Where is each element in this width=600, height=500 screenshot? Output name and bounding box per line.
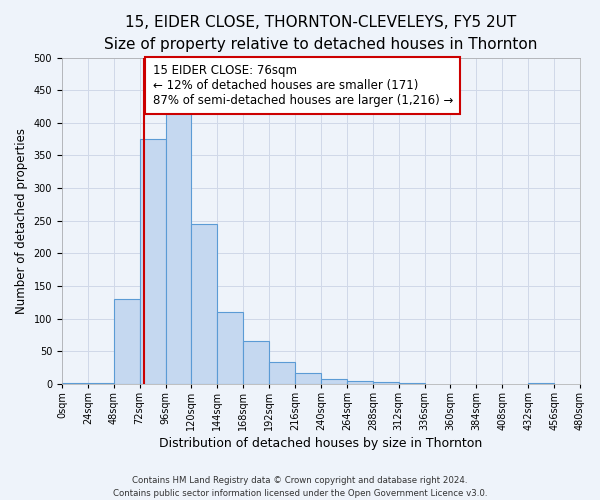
Text: 15 EIDER CLOSE: 76sqm
← 12% of detached houses are smaller (171)
87% of semi-det: 15 EIDER CLOSE: 76sqm ← 12% of detached … xyxy=(152,64,453,107)
Bar xyxy=(191,224,217,384)
Bar xyxy=(295,373,321,384)
Bar xyxy=(528,383,554,384)
Bar xyxy=(166,113,191,384)
Text: Contains HM Land Registry data © Crown copyright and database right 2024.
Contai: Contains HM Land Registry data © Crown c… xyxy=(113,476,487,498)
Bar xyxy=(398,383,425,384)
Bar xyxy=(373,382,398,384)
Bar xyxy=(243,342,269,384)
Bar xyxy=(269,362,295,384)
Title: 15, EIDER CLOSE, THORNTON-CLEVELEYS, FY5 2UT
Size of property relative to detach: 15, EIDER CLOSE, THORNTON-CLEVELEYS, FY5… xyxy=(104,15,538,52)
X-axis label: Distribution of detached houses by size in Thornton: Distribution of detached houses by size … xyxy=(160,437,482,450)
Bar xyxy=(62,382,88,384)
Bar xyxy=(140,139,166,384)
Bar xyxy=(114,299,140,384)
Bar xyxy=(321,380,347,384)
Y-axis label: Number of detached properties: Number of detached properties xyxy=(15,128,28,314)
Bar xyxy=(347,380,373,384)
Bar xyxy=(217,312,243,384)
Bar xyxy=(88,382,114,384)
